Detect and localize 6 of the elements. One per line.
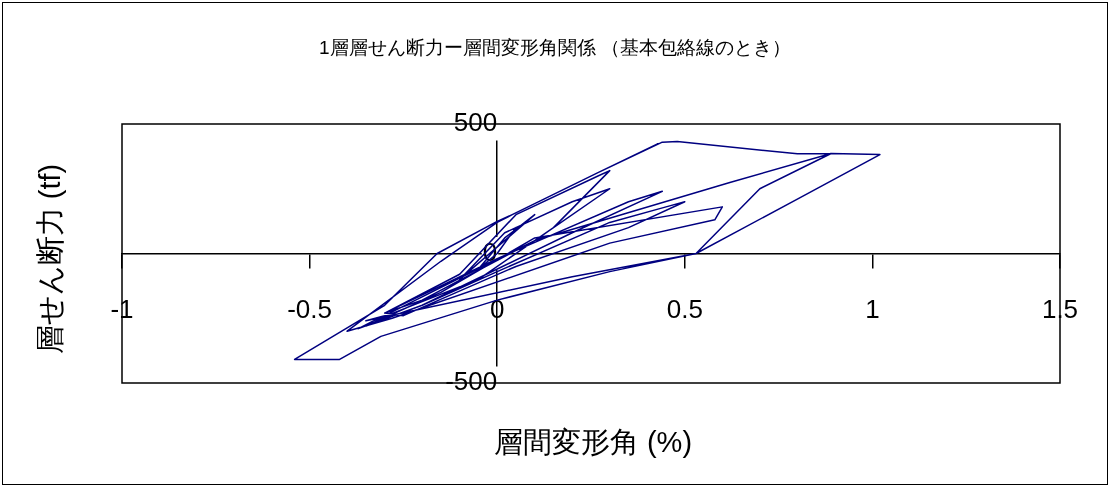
x-axis-title: 層間変形角 (%) (492, 425, 694, 460)
x-tick-label: -0.5 (287, 294, 333, 325)
y-axis-title: 層せん断力 (tf) (33, 162, 67, 357)
x-tick-label: 1 (865, 294, 880, 325)
chart-title: 1層層せん断力ー層間変形角関係 （基本包絡線のとき） (318, 36, 792, 60)
x-tick-label: 0.5 (666, 294, 703, 325)
